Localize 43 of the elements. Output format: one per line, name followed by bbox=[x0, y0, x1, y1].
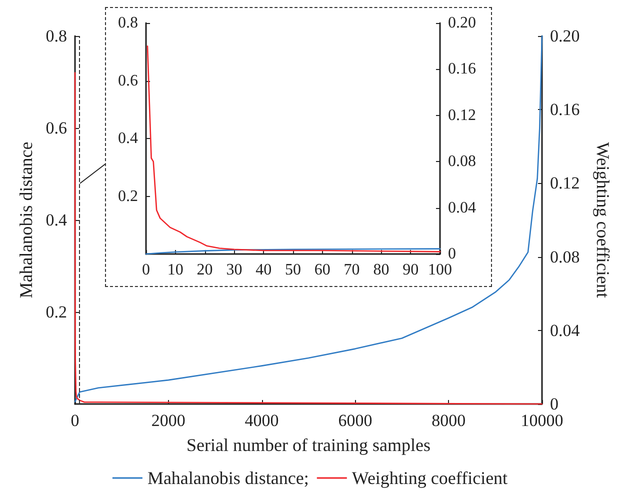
y2-tick-label: 0.08 bbox=[448, 153, 476, 170]
x-tick-label: 30 bbox=[226, 262, 242, 278]
y2-tick-label: 0 bbox=[448, 246, 456, 262]
y2-tick-label: 0.16 bbox=[550, 100, 580, 120]
y2-tick-label: 0.12 bbox=[550, 174, 580, 193]
x-tick-label: 8000 bbox=[432, 411, 466, 430]
y-tick-label: 0.4 bbox=[118, 130, 138, 147]
y-tick-label: 0.2 bbox=[118, 188, 138, 205]
y-tick-label: 0.2 bbox=[46, 302, 67, 322]
x-tick-label: 40 bbox=[256, 262, 272, 278]
x-tick-label: 60 bbox=[314, 262, 330, 278]
x-tick-label: 90 bbox=[402, 262, 419, 278]
y2-tick-label: 0.16 bbox=[448, 60, 476, 78]
y-tick-label: 0.6 bbox=[118, 72, 138, 90]
y-tick-label: 0.6 bbox=[46, 118, 67, 138]
x-tick-label: 10 bbox=[167, 262, 184, 278]
y2-tick-label: 0.12 bbox=[448, 106, 476, 124]
y-axis-title: Mahalanobis distance bbox=[16, 142, 36, 298]
x-tick-label: 70 bbox=[344, 262, 360, 278]
legend-label: Mahalanobis distance; bbox=[147, 468, 309, 488]
legend-label: Weighting coefficient bbox=[352, 468, 508, 488]
x-tick-label: 50 bbox=[285, 262, 301, 278]
y2-tick-label: 0 bbox=[550, 394, 558, 414]
y2-tick-label: 0.20 bbox=[448, 14, 476, 32]
x-tick-label: 4000 bbox=[244, 411, 279, 430]
x-tick-label: 100 bbox=[428, 262, 452, 278]
y2-axis-title: Weighting coefficient bbox=[593, 142, 613, 298]
y2-tick-label: 0.04 bbox=[550, 320, 580, 340]
y2-tick-label: 0.20 bbox=[550, 26, 580, 46]
y2-tick-label: 0.04 bbox=[448, 199, 476, 216]
x-tick-label: 80 bbox=[373, 262, 390, 278]
x-tick-label: 2000 bbox=[151, 411, 186, 430]
y-tick-label: 0.8 bbox=[118, 14, 138, 32]
x-tick-label: 6000 bbox=[338, 411, 372, 430]
x-tick-label: 0 bbox=[142, 262, 150, 278]
y-tick-label: 0.4 bbox=[46, 210, 68, 230]
x-tick-label: 10000 bbox=[520, 411, 564, 430]
x-tick-label: 20 bbox=[196, 262, 213, 278]
y-tick-label: 0.8 bbox=[46, 26, 67, 46]
line-series bbox=[146, 45, 441, 252]
x-axis-title: Serial number of training samples bbox=[186, 435, 430, 455]
x-tick-label: 0 bbox=[70, 411, 80, 430]
y2-tick-label: 0.08 bbox=[550, 247, 580, 266]
